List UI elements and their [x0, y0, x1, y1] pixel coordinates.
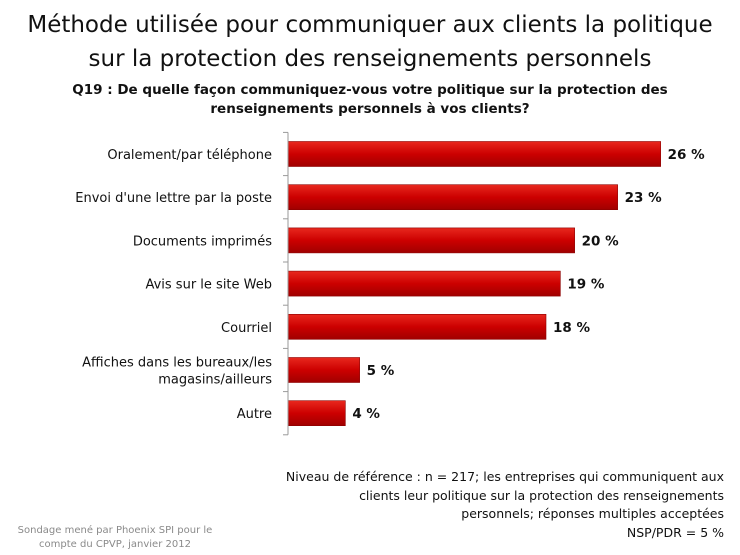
bar-3: [287, 270, 561, 297]
bar-chart: 26 % Oralement/par téléphone 23 % Envoi d'u…: [75, 131, 705, 436]
footnote-line-1: Niveau de référence : n = 217; les entre…: [285, 469, 724, 484]
category-label-5-line-1: magasins/ailleurs: [158, 373, 272, 388]
source-line-2: compte du CPVP, janvier 2012: [39, 539, 191, 550]
category-label-6: Autre: [237, 407, 272, 422]
chart-title-line-2: sur la protection des renseignements per…: [88, 46, 652, 72]
value-label-0: 26 %: [668, 147, 705, 163]
footnote-line-3: personnels; réponses multiples acceptées: [461, 506, 724, 521]
bar-6: [287, 400, 346, 427]
value-label-5: 5 %: [367, 363, 395, 379]
value-label-1: 23 %: [625, 190, 662, 206]
category-label-3-line-0: Avis sur le site Web: [145, 278, 272, 293]
bar-5: [287, 357, 360, 383]
category-label-1-line-0: Envoi d'une lettre par la poste: [75, 191, 272, 206]
footnote-line-2: clients leur politique sur la protection…: [359, 487, 724, 503]
chart-subtitle-line-2: renseignements personnels à vos clients?: [210, 101, 530, 117]
category-label-0-line-0: Oralement/par téléphone: [107, 148, 272, 163]
chart-title-line-1: Méthode utilisée pour communiquer aux cl…: [27, 12, 713, 38]
category-label-2: Documents imprimés: [133, 234, 272, 249]
category-label-4-line-0: Courriel: [221, 321, 272, 336]
value-label-6: 4 %: [352, 406, 380, 422]
source-line-1: Sondage mené par Phoenix SPI pour le: [17, 525, 213, 536]
chart-title: Méthode utilisée pour communiquer aux cl…: [0, 8, 740, 76]
category-label-1: Envoi d'une lettre par la poste: [75, 191, 272, 206]
bar-2: [287, 227, 575, 254]
chart-subtitle: Q19 : De quelle façon communiquez-vous v…: [40, 81, 700, 119]
footnote-line-4: NSP/PDR = 5 %: [626, 524, 724, 540]
footnote: Niveau de référence : n = 217; les entre…: [254, 468, 724, 542]
category-label-2-line-0: Documents imprimés: [133, 234, 272, 249]
category-label-5-line-0: Affiches dans les bureaux/les: [82, 356, 272, 371]
category-label-6-line-0: Autre: [237, 407, 272, 422]
value-label-2: 20 %: [582, 233, 619, 249]
category-label-4: Courriel: [221, 321, 272, 336]
source-note: Sondage mené par Phoenix SPI pour le com…: [10, 524, 220, 552]
bar-0: [287, 141, 661, 167]
value-label-3: 19 %: [567, 277, 604, 293]
bar-4: [287, 313, 547, 340]
bar-1: [287, 184, 618, 210]
category-label-5: Affiches dans les bureaux/les magasins/ai…: [82, 356, 272, 388]
value-label-4: 18 %: [553, 320, 590, 336]
chart-subtitle-line-1: Q19 : De quelle façon communiquez-vous v…: [72, 82, 668, 98]
category-label-0: Oralement/par téléphone: [107, 148, 272, 163]
category-label-3: Avis sur le site Web: [145, 278, 272, 293]
